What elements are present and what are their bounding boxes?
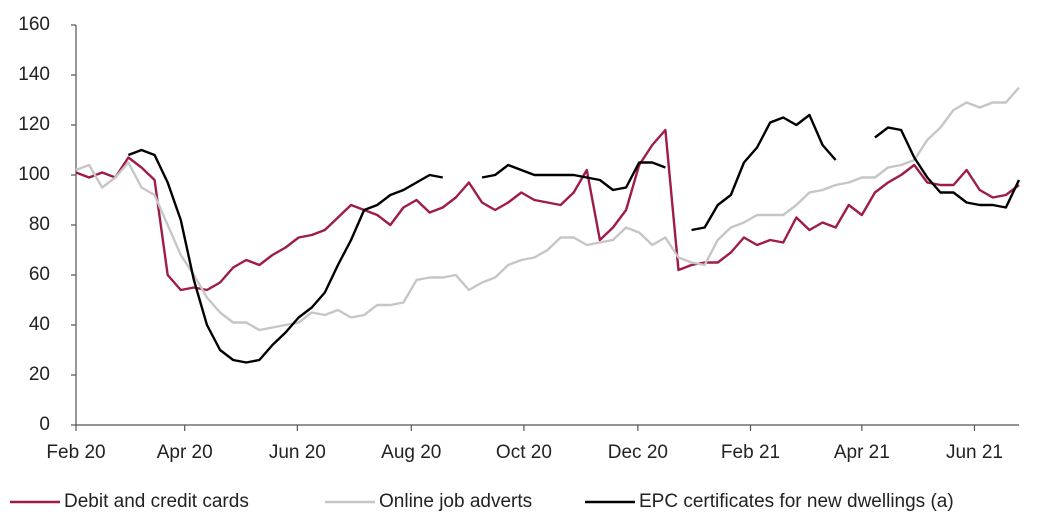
x-tick-label: Feb 21 (721, 442, 780, 463)
x-tick-label: Oct 20 (496, 442, 552, 463)
y-tick-label: 40 (29, 314, 50, 335)
y-tick-label: 160 (18, 14, 50, 35)
x-tick-label: Apr 20 (157, 442, 213, 463)
y-tick-label: 140 (18, 64, 50, 85)
x-tick-label: Dec 20 (608, 442, 668, 463)
y-tick-label: 120 (18, 114, 50, 135)
x-tick-label: Jun 20 (269, 442, 326, 463)
x-tick-label: Aug 20 (381, 442, 441, 463)
y-tick-label: 60 (29, 264, 50, 285)
legend-label: EPC certificates for new dwellings (a) (639, 491, 954, 512)
line-series (75, 86, 1020, 332)
legend-label: Online job adverts (379, 491, 532, 512)
y-tick-label: 20 (29, 364, 50, 385)
line-series (75, 128, 1020, 292)
x-tick-label: Apr 21 (834, 442, 890, 463)
line-series (127, 113, 1021, 364)
x-tick-label: Feb 20 (46, 442, 105, 463)
y-tick-label: 80 (29, 214, 50, 235)
y-tick-label: 100 (18, 164, 50, 185)
y-tick-label: 0 (39, 414, 50, 435)
legend-label: Debit and credit cards (64, 491, 249, 512)
x-tick-label: Jun 21 (946, 442, 1003, 463)
